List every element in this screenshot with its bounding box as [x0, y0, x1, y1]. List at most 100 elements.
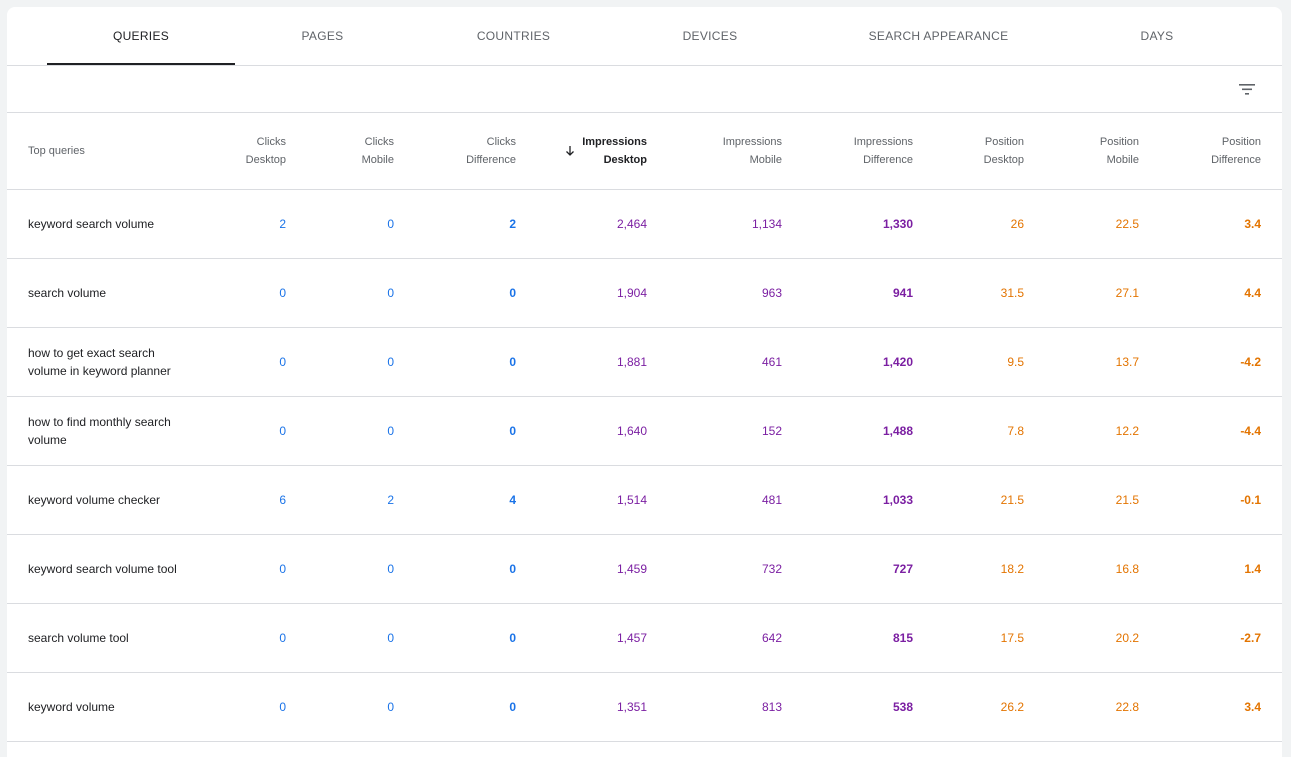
tab-devices[interactable]: DEVICES [682, 29, 738, 43]
query-cell-value: keyword search volume tool [28, 561, 177, 576]
clicks-mobile-cell: 2 [307, 465, 415, 535]
header-position-difference[interactable]: Position Difference [1160, 113, 1282, 190]
impressions-difference-cell: 1,420 [803, 327, 934, 397]
header-impressions-mobile[interactable]: Impressions Mobile [668, 113, 803, 190]
header-position-mobile[interactable]: Position Mobile [1045, 113, 1160, 190]
query-cell: how to find monthly search volume [7, 396, 207, 466]
query-cell-value: how to find monthly search volume [28, 414, 171, 447]
impressions-mobile-cell: 1,134 [668, 189, 803, 259]
impressions-difference-cell: 538 [803, 672, 934, 742]
impressions-mobile-cell-value: 152 [761, 423, 782, 438]
query-cell-value: how to get exact search volume in keywor… [28, 345, 171, 378]
query-cell: search volume [7, 258, 207, 328]
clicks-difference-cell: 0 [415, 672, 537, 742]
performance-report-card: QUERIES PAGES COUNTRIES DEVICES SEARCH A… [7, 7, 1282, 757]
query-cell: keyword search volume [7, 189, 207, 259]
header-impressions-difference[interactable]: Impressions Difference [803, 113, 934, 190]
filter-icon[interactable] [1236, 78, 1260, 102]
clicks-desktop-cell-value: 6 [279, 492, 286, 507]
header-clicks-desktop[interactable]: Clicks Desktop [207, 113, 307, 190]
position-difference-cell: 3.4 [1160, 189, 1282, 259]
position-mobile-cell-value: 16.8 [1115, 561, 1139, 576]
clicks-desktop-cell: 0 [207, 327, 307, 397]
impressions-mobile-cell-value: 963 [761, 285, 782, 300]
clicks-mobile-cell-value: 2 [387, 492, 394, 507]
clicks-desktop-cell: 0 [207, 672, 307, 742]
arrow-down-icon [566, 145, 575, 156]
header-position-desktop[interactable]: Position Desktop [934, 113, 1045, 190]
position-difference-cell-value: -4.2 [1240, 354, 1261, 369]
clicks-mobile-cell: 0 [307, 603, 415, 673]
header-clicks-difference[interactable]: Clicks Difference [415, 113, 537, 190]
impressions-desktop-cell: 2,464 [537, 189, 668, 259]
table-row[interactable]: keyword search volume 2 0 2 2,464 1,134 1,330 2… [7, 189, 1282, 259]
clicks-difference-cell: 0 [415, 258, 537, 328]
clicks-difference-cell-value: 2 [509, 216, 516, 231]
clicks-desktop-cell: 0 [207, 534, 307, 604]
impressions-difference-cell: 1,033 [803, 465, 934, 535]
position-difference-cell-value: -4.4 [1240, 423, 1261, 438]
table-row[interactable]: how to find monthly search volume 0 0 0 1,64… [7, 396, 1282, 466]
clicks-mobile-cell: 0 [307, 258, 415, 328]
query-cell-value: keyword volume [28, 699, 115, 714]
clicks-desktop-cell: 0 [207, 396, 307, 466]
position-desktop-cell: 31.5 [934, 258, 1045, 328]
clicks-desktop-cell-value: 0 [279, 630, 286, 645]
clicks-desktop-cell: 6 [207, 465, 307, 535]
clicks-desktop-cell-value: 0 [279, 285, 286, 300]
clicks-difference-cell-value: 0 [509, 423, 516, 438]
tab-countries[interactable]: COUNTRIES [476, 29, 551, 43]
clicks-difference-cell-value: 0 [509, 354, 516, 369]
clicks-difference-cell-value: 0 [509, 630, 516, 645]
impressions-desktop-cell: 1,457 [537, 603, 668, 673]
header-clicks-mobile[interactable]: Clicks Mobile [307, 113, 415, 190]
impressions-mobile-cell-value: 1,134 [751, 216, 782, 231]
table-row[interactable]: keyword search volume tool 0 0 0 1,459 732 727… [7, 534, 1282, 604]
impressions-desktop-cell: 1,640 [537, 396, 668, 466]
table-body: keyword search volume 2 0 2 2,464 1,134 1,330 2… [7, 189, 1282, 742]
position-mobile-cell: 16.8 [1045, 534, 1160, 604]
query-cell: keyword volume checker [7, 465, 207, 535]
table-row[interactable]: keyword volume 0 0 0 1,351 813 538 26.2 22.8 3.4 [7, 672, 1282, 742]
position-difference-cell: 1.4 [1160, 534, 1282, 604]
clicks-mobile-cell-value: 0 [387, 423, 394, 438]
impressions-mobile-cell-value: 481 [761, 492, 782, 507]
clicks-difference-cell-value: 4 [509, 492, 516, 507]
impressions-mobile-cell: 642 [668, 603, 803, 673]
clicks-mobile-cell-value: 0 [387, 354, 394, 369]
clicks-difference-cell-value: 0 [509, 699, 516, 714]
table-row[interactable]: search volume 0 0 0 1,904 963 941 31.5 27.1 4.4 [7, 258, 1282, 328]
position-mobile-cell-value: 21.5 [1115, 492, 1139, 507]
tab-queries[interactable]: QUERIES [112, 29, 170, 43]
tab-days[interactable]: DAYS [1140, 29, 1174, 43]
impressions-difference-cell-value: 1,033 [882, 492, 913, 507]
position-mobile-cell-value: 27.1 [1115, 285, 1139, 300]
dimension-tabs: QUERIES PAGES COUNTRIES DEVICES SEARCH A… [7, 7, 1282, 66]
impressions-desktop-cell-value: 1,457 [616, 630, 647, 645]
position-mobile-cell: 20.2 [1045, 603, 1160, 673]
position-mobile-cell: 22.5 [1045, 189, 1160, 259]
impressions-difference-cell-value: 1,420 [882, 354, 913, 369]
tab-pages[interactable]: PAGES [301, 29, 344, 43]
position-difference-cell-value: -0.1 [1240, 492, 1261, 507]
table-row[interactable]: keyword volume checker 6 2 4 1,514 481 1,033 21… [7, 465, 1282, 535]
impressions-desktop-cell-value: 1,881 [616, 354, 647, 369]
query-cell-value: keyword volume checker [28, 492, 161, 507]
table-row[interactable]: search volume tool 0 0 0 1,457 642 815 17.5 20.2… [7, 603, 1282, 673]
position-difference-cell-value: 1.4 [1244, 561, 1261, 576]
header-top-queries[interactable]: Top queries [7, 113, 207, 190]
impressions-desktop-cell: 1,904 [537, 258, 668, 328]
clicks-difference-cell: 0 [415, 327, 537, 397]
clicks-difference-cell: 0 [415, 396, 537, 466]
impressions-difference-cell-value: 941 [892, 285, 913, 300]
position-mobile-cell-value: 20.2 [1115, 630, 1139, 645]
clicks-mobile-cell-value: 0 [387, 285, 394, 300]
header-impressions-desktop[interactable]: Impressions Desktop [537, 113, 668, 190]
position-desktop-cell: 26.2 [934, 672, 1045, 742]
impressions-difference-cell-value: 538 [892, 699, 913, 714]
tab-search-appearance[interactable]: SEARCH APPEARANCE [868, 29, 1009, 43]
clicks-mobile-cell-value: 0 [387, 699, 394, 714]
position-difference-cell-value: 4.4 [1244, 285, 1261, 300]
table-row[interactable]: how to get exact search volume in keywor… [7, 327, 1282, 397]
position-difference-cell: -4.2 [1160, 327, 1282, 397]
